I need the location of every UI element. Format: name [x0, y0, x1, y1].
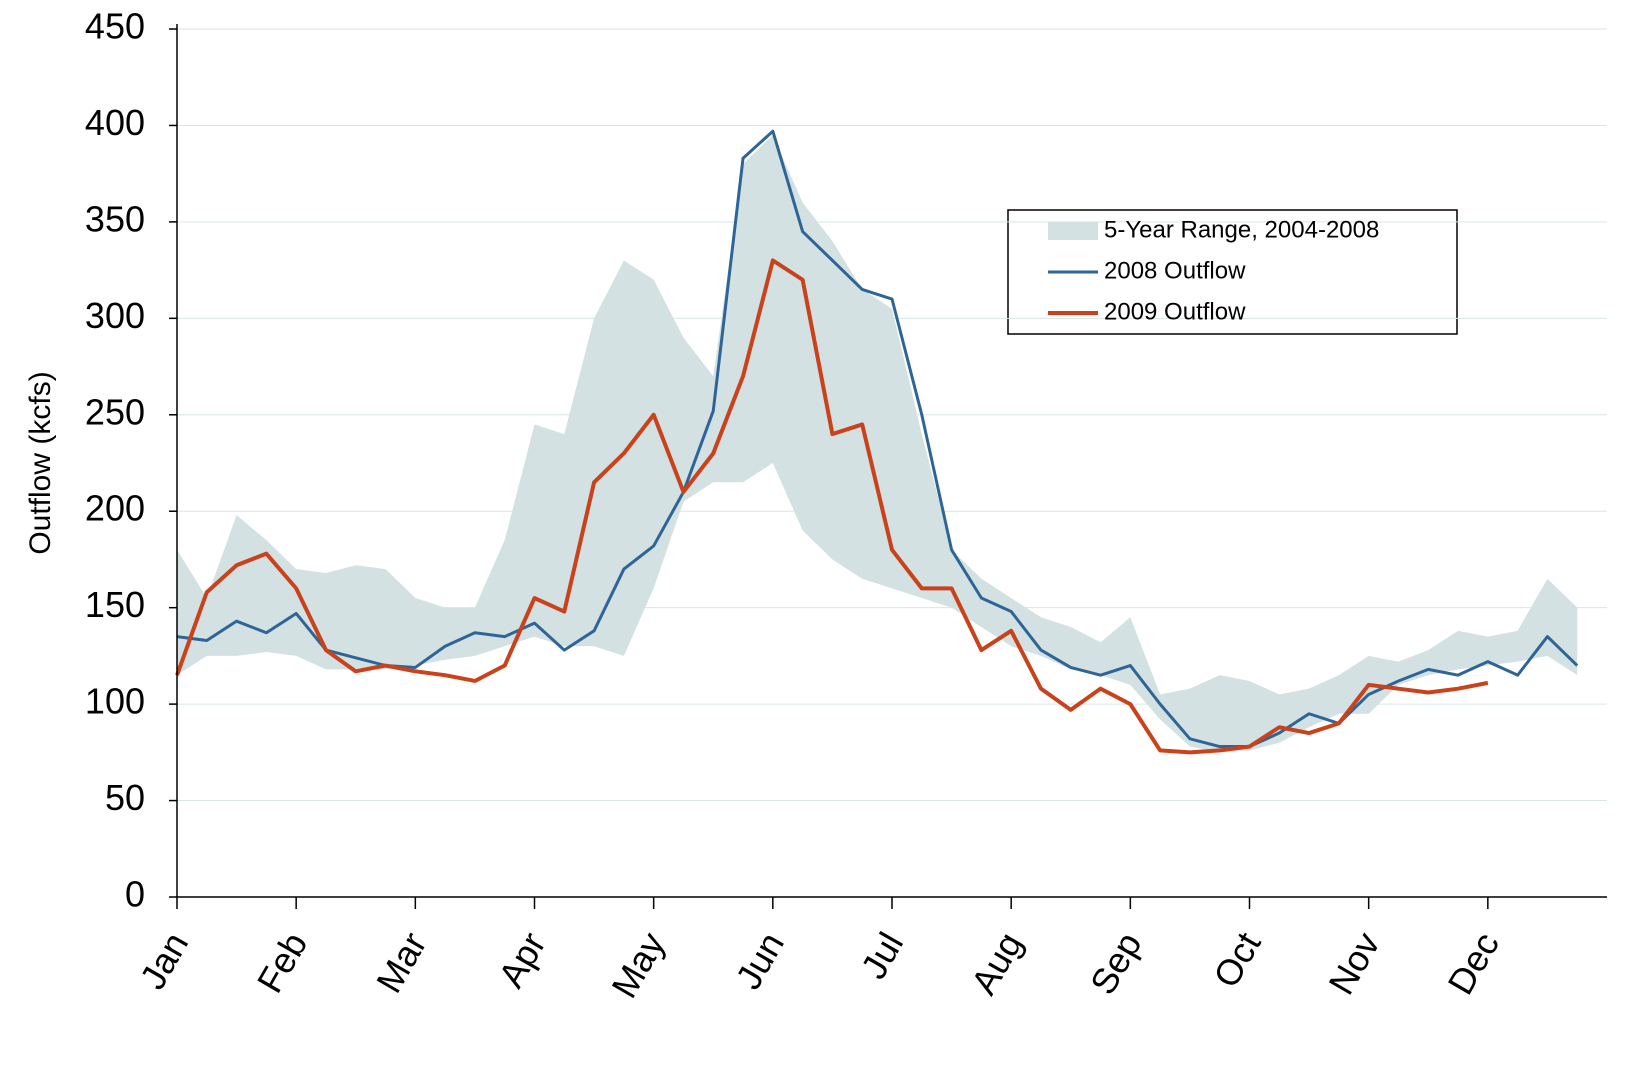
y-tick-label: 150: [85, 584, 145, 625]
legend-label: 5-Year Range, 2004-2008: [1104, 216, 1379, 243]
x-tick-label: Dec: [1439, 925, 1507, 1001]
x-tick-label: Sep: [1082, 925, 1150, 1001]
y-tick-label: 400: [85, 102, 145, 143]
x-tick-label: Mar: [368, 925, 435, 999]
legend-label: 2009 Outflow: [1104, 298, 1246, 325]
x-tick-label: May: [603, 925, 673, 1004]
x-tick-label: Oct: [1205, 925, 1269, 994]
legend-swatch: [1048, 222, 1098, 240]
x-tick-label: Apr: [490, 925, 554, 994]
y-tick-label: 200: [85, 488, 145, 529]
x-tick-label: Nov: [1320, 925, 1388, 1001]
y-axis-label: Outflow (kcfs): [24, 371, 57, 554]
y-tick-label: 50: [105, 777, 145, 818]
x-tick-label: Jun: [727, 925, 792, 996]
x-tick-label: Jul: [853, 925, 912, 985]
x-tick-label: Feb: [249, 925, 316, 999]
y-tick-label: 300: [85, 295, 145, 336]
y-tick-label: 0: [125, 874, 145, 915]
y-tick-label: 250: [85, 391, 145, 432]
y-tick-label: 450: [85, 6, 145, 47]
x-tick-label: Jan: [132, 925, 197, 996]
y-tick-label: 100: [85, 681, 145, 722]
range-band: [177, 135, 1578, 753]
series-line: [175, 258, 1489, 755]
y-tick-label: 350: [85, 198, 145, 239]
legend-label: 2008 Outflow: [1104, 257, 1246, 284]
x-tick-label: Aug: [963, 925, 1031, 1001]
